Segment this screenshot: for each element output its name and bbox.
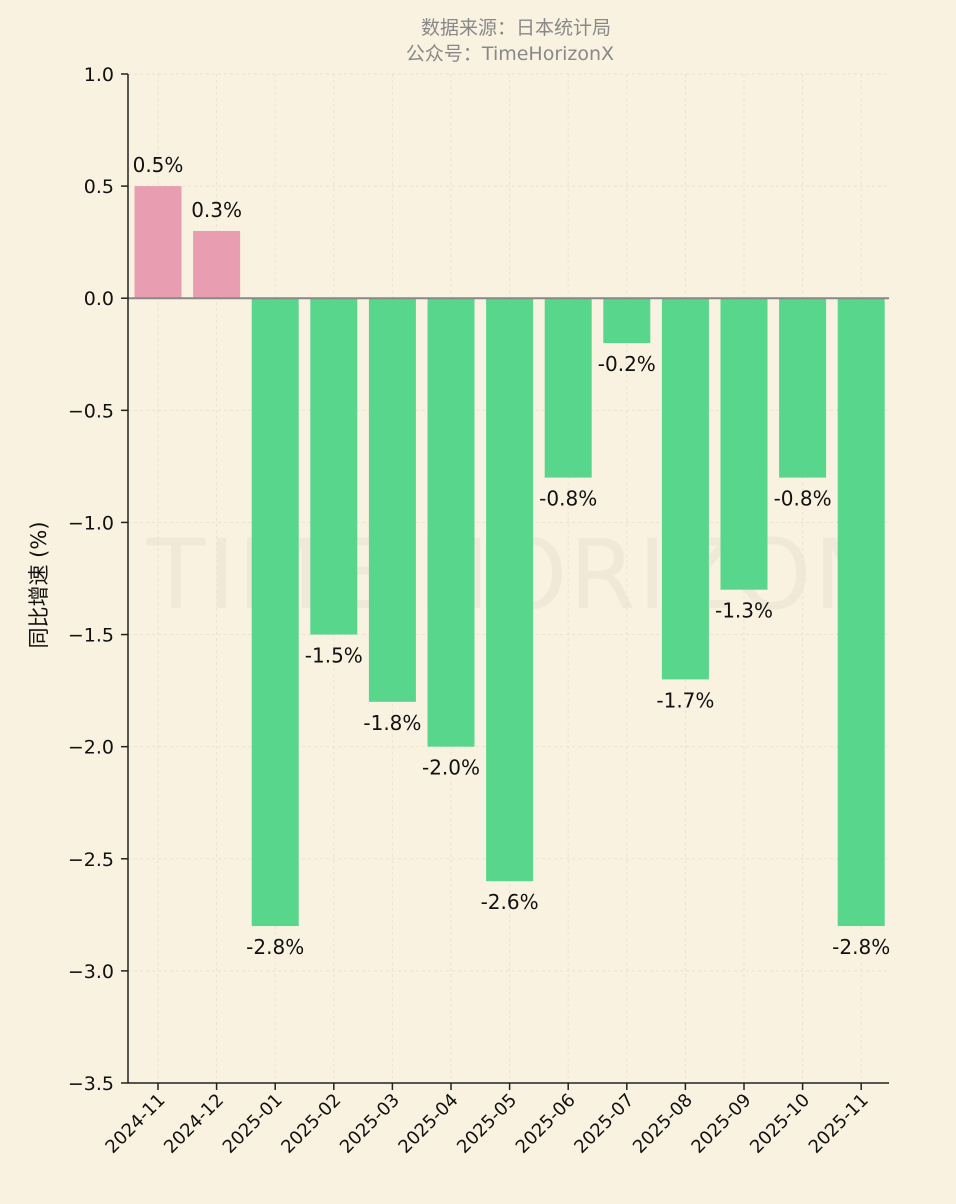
bar-2025-06 bbox=[544, 298, 592, 478]
data-label-2025-03: -1.8% bbox=[363, 711, 421, 735]
y-tick-label: 0.5 bbox=[84, 176, 114, 198]
y-tick-label: 1.0 bbox=[84, 64, 114, 86]
x-tick-label: 2025-01 bbox=[219, 1090, 287, 1158]
chart-account-line: 公众号：TimeHorizonX bbox=[406, 43, 614, 65]
x-tick-label: 2024-11 bbox=[101, 1090, 169, 1158]
y-tick-label: −3.0 bbox=[68, 961, 114, 983]
bar-2025-05 bbox=[486, 298, 534, 882]
x-tick-label: 2025-03 bbox=[336, 1090, 404, 1158]
bar-2025-04 bbox=[427, 298, 475, 747]
x-tick-label: 2025-02 bbox=[277, 1090, 345, 1158]
data-label-2024-11: 0.5% bbox=[133, 153, 184, 177]
data-labels: 0.5% 0.3% -2.8% -1.5% -1.8%-2.0% -2.6% -0.8% -0… bbox=[133, 153, 891, 959]
x-tick-label: 2025-04 bbox=[394, 1090, 462, 1158]
data-label-2025-10: -0.8% bbox=[774, 487, 832, 511]
y-tick-label: −2.5 bbox=[68, 849, 114, 871]
data-label-2025-06: -0.8% bbox=[539, 487, 597, 511]
bar-2025-01 bbox=[251, 298, 299, 927]
data-label-2025-02: -1.5% bbox=[305, 644, 363, 668]
data-label-2025-09: -1.3% bbox=[715, 599, 773, 623]
data-label-2025-11: -2.8% bbox=[832, 935, 890, 959]
y-tick-label: 0.0 bbox=[84, 288, 114, 310]
x-tick-label: 2025-10 bbox=[746, 1090, 814, 1158]
bar-2025-09 bbox=[720, 298, 768, 590]
y-tick-label: −3.5 bbox=[68, 1073, 114, 1095]
y-tick-label: −1.0 bbox=[68, 512, 114, 534]
x-tick-label: 2024-12 bbox=[160, 1090, 228, 1158]
bar-2025-11 bbox=[837, 298, 885, 927]
bar-2024-12 bbox=[193, 230, 241, 299]
y-tick-label: −2.0 bbox=[68, 737, 114, 759]
y-tick-label: −0.5 bbox=[68, 400, 114, 422]
x-tick-label: 2025-11 bbox=[805, 1090, 873, 1158]
bar-2025-02 bbox=[310, 298, 358, 635]
bar-2025-03 bbox=[368, 298, 416, 702]
data-label-2024-12: 0.3% bbox=[191, 198, 242, 222]
bar-2024-11 bbox=[134, 186, 182, 299]
x-tick-label: 2025-06 bbox=[512, 1090, 580, 1158]
y-axis-label: 同比增速 (%) bbox=[27, 521, 51, 648]
data-label-2025-04: -2.0% bbox=[422, 756, 480, 780]
y-tick-label: −1.5 bbox=[68, 625, 114, 647]
data-label-2025-05: -2.6% bbox=[481, 890, 539, 914]
data-label-2025-07: -0.2% bbox=[598, 352, 656, 376]
bar-2025-08 bbox=[661, 298, 709, 680]
data-label-2025-01: -2.8% bbox=[246, 935, 304, 959]
x-tick-label: 2025-08 bbox=[629, 1090, 697, 1158]
bars bbox=[134, 186, 885, 927]
chart-source-line: 数据来源：日本统计局 bbox=[421, 17, 611, 39]
bar-2025-10 bbox=[779, 298, 827, 478]
x-tick-label: 2025-09 bbox=[687, 1090, 755, 1158]
data-label-2025-08: -1.7% bbox=[656, 688, 714, 712]
x-tick-label: 2025-07 bbox=[570, 1090, 638, 1158]
x-tick-label: 2025-05 bbox=[453, 1090, 521, 1158]
bar-2025-07 bbox=[603, 298, 651, 344]
